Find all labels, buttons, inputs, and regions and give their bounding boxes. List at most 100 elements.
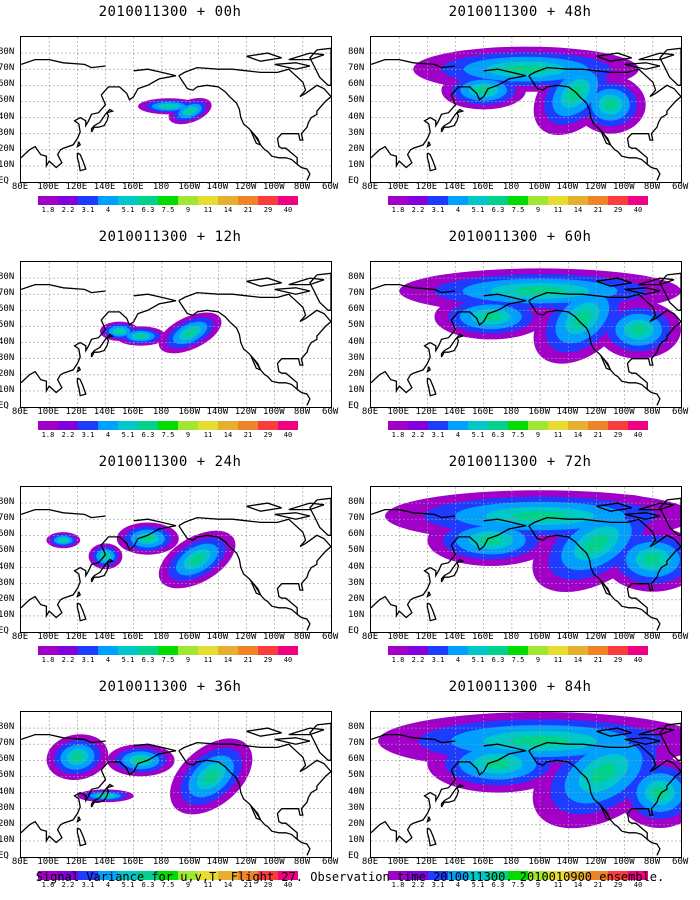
variance-map <box>370 711 682 858</box>
latitude-tick-label: 10N <box>0 159 15 170</box>
colorbar-tick-label: 2.2 <box>411 206 425 214</box>
colorbar-swatch <box>468 421 488 430</box>
longitude-tick-label: 160W <box>528 632 551 642</box>
latitude-tick-label: 20N <box>0 368 15 379</box>
variance-contour <box>631 324 647 335</box>
colorbar-tick-label: 14 <box>573 431 583 439</box>
latitude-tick-label: 40N <box>0 336 15 347</box>
colorbar-swatch <box>78 646 98 655</box>
longitude-tick-label: 180 <box>502 407 520 417</box>
colorbar-tick-label: 5.1 <box>471 881 485 889</box>
colorbar-swatch <box>488 871 508 880</box>
latitude-tick-label: 10N <box>0 609 15 620</box>
latitude-tick-label: 40N <box>0 561 15 572</box>
colorbar-swatch <box>138 646 158 655</box>
longitude-tick-label: 60W <box>672 182 689 192</box>
colorbar-tick-label: 14 <box>223 656 233 664</box>
colorbar-tick-label: 40 <box>633 431 643 439</box>
colorbar-swatch <box>628 421 648 430</box>
colorbar-swatch <box>198 196 218 205</box>
colorbar-swatch <box>628 196 648 205</box>
latitude-tick-label: 50N <box>0 545 15 556</box>
longitude-tick-label: 120W <box>584 182 607 192</box>
colorbar-tick-label: 29 <box>613 206 623 214</box>
colorbar-swatch <box>568 871 588 880</box>
colorbar-swatch <box>528 871 548 880</box>
colorbar-tick-label: 2.2 <box>61 206 75 214</box>
colorbar-tick-label: 3.1 <box>81 206 95 214</box>
latitude-tick-label: 30N <box>0 577 15 588</box>
longitude-tick-label: 100E <box>37 632 60 642</box>
panel-title: 2010011300 + 72h <box>448 454 592 470</box>
variance-contour <box>203 769 219 784</box>
colorbar-swatch <box>138 421 158 430</box>
longitude-tick-label: 140E <box>93 182 116 192</box>
colorbar-swatch <box>158 646 178 655</box>
colorbar-tick-label: 5.1 <box>471 431 485 439</box>
longitude-tick-label: 120E <box>65 182 88 192</box>
map-panel: 2010011300 + 72h 80N 70N 60N 50N 40N 30N 20N 10N… <box>348 450 690 664</box>
longitude-tick-label: 80E <box>11 182 29 192</box>
latitude-tick-label: 60N <box>348 304 365 315</box>
longitude-tick-label: 160W <box>178 857 201 867</box>
longitude-tick-label: 160W <box>528 857 551 867</box>
longitude-labels: 80E 100E 120E 140E 160E 180 160W 140W 120W 100W 80… <box>12 857 339 869</box>
colorbar-swatch <box>468 196 488 205</box>
longitude-tick-label: 180 <box>502 632 520 642</box>
colorbar-tick-label: 3.1 <box>431 881 445 889</box>
longitude-tick-label: 80W <box>643 857 661 867</box>
colorbar-tick-label: 1.8 <box>391 656 405 664</box>
colorbar-tick-label: 11 <box>553 431 563 439</box>
colorbar-tick-label: 29 <box>263 656 273 664</box>
colorbar-tick-label: 29 <box>263 881 273 889</box>
longitude-tick-label: 60W <box>322 857 339 867</box>
colorbar-swatch <box>548 646 568 655</box>
colorbar-tick-label: 1.8 <box>391 881 405 889</box>
colorbar-tick-label: 14 <box>573 656 583 664</box>
colorbar-tick-label: 21 <box>243 656 253 664</box>
colorbar-swatch <box>78 196 98 205</box>
longitude-tick-label: 140W <box>556 407 579 417</box>
longitude-tick-label: 100W <box>262 407 285 417</box>
colorbar-swatch <box>218 196 238 205</box>
longitude-tick-label: 140E <box>443 857 466 867</box>
colorbar-tick-label: 1.6 <box>41 881 55 889</box>
longitude-tick-label: 160E <box>471 182 494 192</box>
colorbar-tick-label: 14 <box>223 881 233 889</box>
colorbar <box>38 421 298 430</box>
variance-contour <box>163 104 175 108</box>
colorbar-tick-label: 21 <box>593 431 603 439</box>
longitude-tick-label: 120E <box>65 857 88 867</box>
panel-title: 2010011300 + 60h <box>448 229 592 245</box>
colorbar-swatch <box>98 646 118 655</box>
colorbar-tick-label: 29 <box>263 431 273 439</box>
longitude-tick-label: 100E <box>37 407 60 417</box>
longitude-tick-label: 180 <box>502 857 520 867</box>
variance-map <box>20 36 332 183</box>
colorbar-tick-label: 2.2 <box>411 881 425 889</box>
longitude-tick-label: 120E <box>65 407 88 417</box>
colorbar-swatch <box>388 646 408 655</box>
latitude-tick-label: 40N <box>0 111 15 122</box>
colorbar-swatch <box>138 871 158 880</box>
longitude-tick-label: 60W <box>322 407 339 417</box>
longitude-labels: 80E 100E 120E 140E 160E 180 160W 140W 120W 100W 80… <box>12 407 339 419</box>
latitude-tick-label: 20N <box>348 818 365 829</box>
latitude-tick-label: 70N <box>348 513 365 524</box>
colorbar-tick-label: 7.5 <box>161 206 175 214</box>
latitude-tick-label: 70N <box>348 288 365 299</box>
latitude-tick-label: 80N <box>348 272 365 283</box>
colorbar-swatch <box>508 871 528 880</box>
latitude-tick-label: 20N <box>348 593 365 604</box>
colorbar-swatch <box>98 421 118 430</box>
longitude-tick-label: 60W <box>322 182 339 192</box>
colorbar <box>388 196 648 205</box>
colorbar-tick-label: 6.3 <box>141 206 155 214</box>
colorbar-tick-label: 11 <box>203 431 213 439</box>
longitude-tick-label: 160E <box>471 407 494 417</box>
map-panel: 2010011300 + 00h 80N 70N 60N 50N 40N 30N 20N 10N… <box>0 0 340 214</box>
longitude-tick-label: 160W <box>178 632 201 642</box>
latitude-tick-label: 50N <box>0 770 15 781</box>
longitude-tick-label: 140W <box>556 182 579 192</box>
colorbar-tick-label: 11 <box>203 881 213 889</box>
